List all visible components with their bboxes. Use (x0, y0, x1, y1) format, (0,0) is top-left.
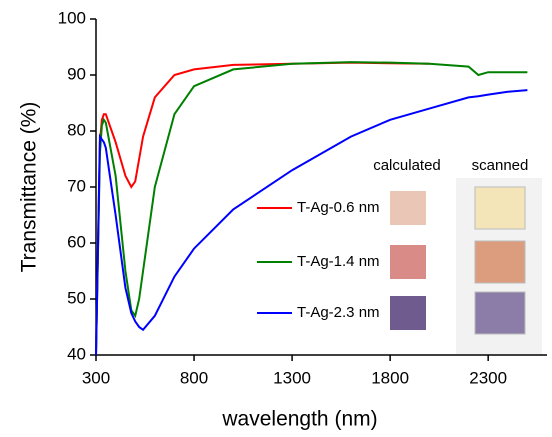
legend-label: T-Ag-0.6 nm (297, 199, 380, 216)
y-tick-label: 50 (67, 288, 86, 307)
scanned-swatch (474, 291, 526, 335)
y-axis-label: Transmittance (%) (18, 102, 41, 273)
calculated-swatch (390, 296, 426, 330)
y-tick-label: 40 (67, 344, 86, 363)
y-tick-label: 70 (67, 176, 86, 195)
series-line (95, 89, 528, 356)
legend-label: T-Ag-2.3 nm (297, 304, 380, 321)
y-tick-label: 60 (67, 232, 86, 251)
x-tick-label: 800 (180, 368, 208, 387)
x-tick-label: 300 (82, 368, 110, 387)
y-tick-label: 100 (58, 8, 86, 27)
y-tick-label: 90 (67, 64, 86, 83)
series-line (95, 61, 528, 356)
scanned-swatch (474, 240, 526, 284)
y-tick-label: 80 (67, 120, 86, 139)
inset-header: calculated (373, 157, 441, 174)
calculated-swatch (390, 191, 426, 225)
x-tick-label: 1300 (273, 368, 311, 387)
inset-header: scanned (472, 157, 529, 174)
x-axis-label: wavelength (nm) (221, 408, 377, 431)
x-tick-label: 1800 (371, 368, 409, 387)
scanned-swatch (474, 186, 526, 230)
calculated-swatch (390, 245, 426, 279)
x-tick-label: 2300 (469, 368, 507, 387)
legend-label: T-Ag-1.4 nm (297, 253, 380, 270)
